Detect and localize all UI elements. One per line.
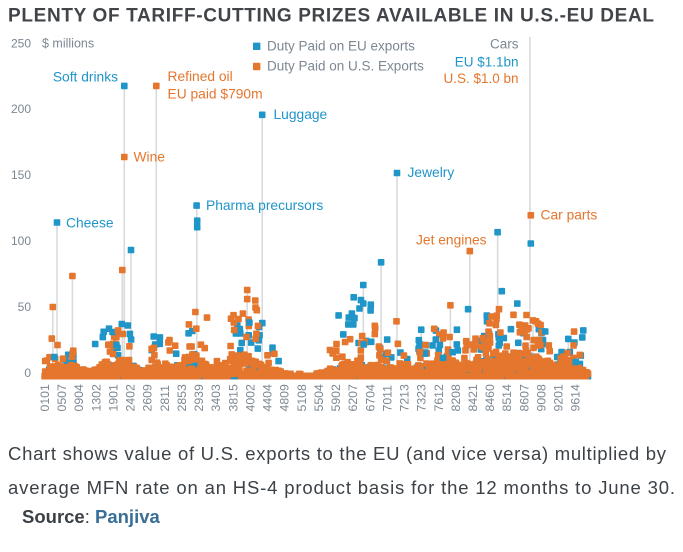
svg-text:Source: Panjiva: Source: Panjiva [22,506,160,527]
svg-text:7011: 7011 [380,385,394,412]
svg-text:8514: 8514 [500,384,514,412]
svg-text:6704: 6704 [363,384,377,412]
svg-text:3403: 3403 [209,384,223,412]
svg-text:2811: 2811 [158,385,172,412]
svg-text:EU $1.1bn: EU $1.1bn [455,55,519,70]
svg-text:Jet engines: Jet engines [416,233,487,248]
svg-text:9614: 9614 [569,384,583,412]
svg-text:Duty Paid on U.S. Exports: Duty Paid on U.S. Exports [267,59,424,74]
svg-text:7612: 7612 [432,384,446,412]
svg-text:6207: 6207 [346,384,360,412]
svg-text:7323: 7323 [415,384,429,412]
svg-text:9201: 9201 [552,384,566,412]
svg-text:Duty Paid on EU exports: Duty Paid on EU exports [267,39,415,54]
svg-text:200: 200 [11,102,31,116]
svg-text:1901: 1901 [107,384,121,412]
svg-text:Refined oil: Refined oil [168,69,233,84]
svg-text:5108: 5108 [295,384,309,412]
svg-text:250: 250 [11,36,31,50]
svg-text:4404: 4404 [261,384,275,412]
svg-text:Luggage: Luggage [274,107,328,122]
svg-text:EU paid $790m: EU paid $790m [168,87,263,102]
svg-text:0: 0 [24,366,31,380]
svg-text:Jewelry: Jewelry [408,165,455,180]
svg-text:8460: 8460 [483,384,497,412]
svg-text:Pharma precursors: Pharma precursors [206,198,323,213]
svg-text:50: 50 [18,300,32,314]
svg-text:100: 100 [11,234,31,248]
svg-text:PLENTY OF TARIFF-CUTTING PRIZE: PLENTY OF TARIFF-CUTTING PRIZES AVAILABL… [8,6,654,27]
svg-text:Soft drinks: Soft drinks [53,70,118,85]
svg-text:Cars: Cars [490,37,519,52]
svg-text:$ millions: $ millions [42,36,94,50]
svg-text:4809: 4809 [278,384,292,412]
svg-text:5504: 5504 [312,384,326,412]
svg-text:5902: 5902 [329,384,343,412]
svg-text:150: 150 [11,168,31,182]
svg-text:2939: 2939 [192,384,206,412]
svg-text:7213: 7213 [398,384,412,412]
svg-text:0507: 0507 [55,384,69,412]
svg-text:0101: 0101 [38,384,52,412]
svg-text:2853: 2853 [175,384,189,412]
svg-text:1302: 1302 [89,384,103,412]
svg-text:3815: 3815 [226,384,240,412]
svg-text:2609: 2609 [141,384,155,412]
svg-text:Chart shows value of U.S. expo: Chart shows value of U.S. exports to the… [8,443,667,464]
svg-text:Cheese: Cheese [66,216,114,231]
svg-text:average MFN rate on an HS-4 pr: average MFN rate on an HS-4 product basi… [8,477,675,498]
svg-text:Car parts: Car parts [541,208,598,223]
svg-text:8607: 8607 [517,384,531,412]
svg-text:9008: 9008 [535,384,549,412]
svg-text:4002: 4002 [243,384,257,412]
svg-text:0904: 0904 [72,384,86,412]
svg-text:8208: 8208 [449,384,463,412]
svg-text:2402: 2402 [124,384,138,412]
svg-text:Wine: Wine [134,150,166,165]
svg-text:8421: 8421 [466,384,480,412]
svg-text:U.S. $1.0 bn: U.S. $1.0 bn [443,71,518,86]
